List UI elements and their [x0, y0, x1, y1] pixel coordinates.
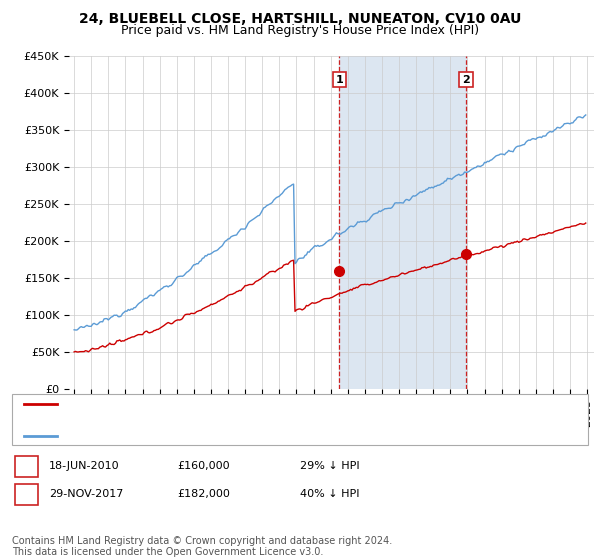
- Text: HPI: Average price, detached house, North Warwickshire: HPI: Average price, detached house, Nort…: [63, 431, 378, 441]
- Text: 1: 1: [22, 459, 31, 473]
- Text: 24, BLUEBELL CLOSE, HARTSHILL, NUNEATON, CV10 0AU (detached house): 24, BLUEBELL CLOSE, HARTSHILL, NUNEATON,…: [63, 399, 482, 409]
- Text: £182,000: £182,000: [177, 489, 230, 499]
- Text: 24, BLUEBELL CLOSE, HARTSHILL, NUNEATON, CV10 0AU: 24, BLUEBELL CLOSE, HARTSHILL, NUNEATON,…: [79, 12, 521, 26]
- Text: 29% ↓ HPI: 29% ↓ HPI: [300, 461, 359, 471]
- Text: Price paid vs. HM Land Registry's House Price Index (HPI): Price paid vs. HM Land Registry's House …: [121, 24, 479, 36]
- Text: 2: 2: [462, 74, 470, 85]
- Text: 18-JUN-2010: 18-JUN-2010: [49, 461, 120, 471]
- Bar: [339, 56, 466, 389]
- Text: £160,000: £160,000: [177, 461, 230, 471]
- Text: 2: 2: [22, 487, 31, 501]
- Text: Contains HM Land Registry data © Crown copyright and database right 2024.
This d: Contains HM Land Registry data © Crown c…: [12, 535, 392, 557]
- Text: 29-NOV-2017: 29-NOV-2017: [49, 489, 124, 499]
- Text: 40% ↓ HPI: 40% ↓ HPI: [300, 489, 359, 499]
- Text: 1: 1: [335, 74, 343, 85]
